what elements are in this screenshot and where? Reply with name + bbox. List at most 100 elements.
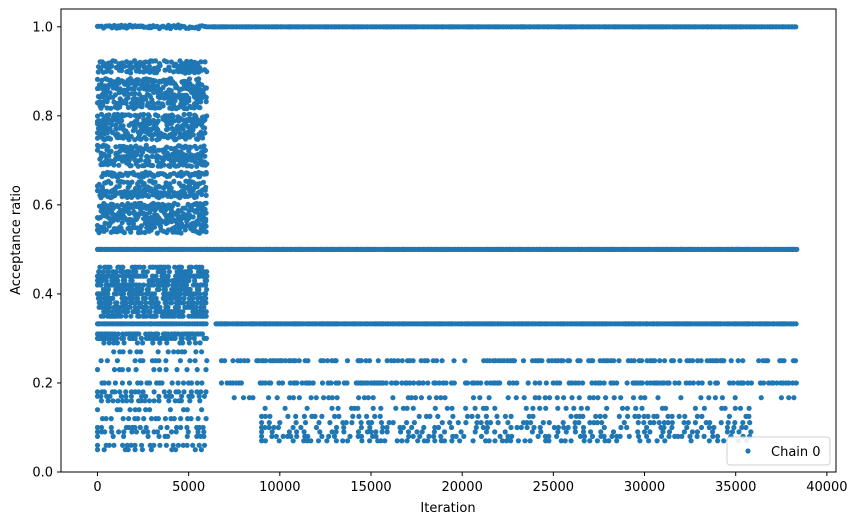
data-point bbox=[523, 405, 529, 411]
data-point bbox=[155, 67, 161, 73]
data-point bbox=[94, 433, 101, 439]
data-point bbox=[192, 340, 199, 346]
data-point bbox=[707, 420, 713, 426]
data-point bbox=[105, 291, 111, 297]
data-point bbox=[184, 424, 190, 431]
data-point bbox=[656, 420, 662, 426]
data-point bbox=[327, 420, 333, 426]
data-point bbox=[140, 358, 146, 364]
data-point bbox=[637, 438, 643, 444]
data-point bbox=[180, 117, 186, 123]
data-point bbox=[588, 429, 594, 435]
data-point bbox=[102, 429, 108, 435]
data-point bbox=[200, 135, 206, 141]
data-point bbox=[678, 395, 684, 401]
data-point bbox=[463, 405, 469, 411]
data-point bbox=[106, 380, 112, 386]
data-point bbox=[275, 424, 281, 431]
data-point bbox=[110, 295, 116, 301]
data-point bbox=[119, 172, 126, 179]
data-point bbox=[390, 420, 396, 426]
data-point bbox=[505, 395, 511, 401]
data-point bbox=[718, 420, 724, 426]
data-point bbox=[127, 113, 134, 119]
data-point bbox=[688, 438, 694, 444]
data-point bbox=[109, 122, 115, 128]
data-point bbox=[747, 420, 753, 426]
data-point bbox=[616, 413, 622, 419]
data-point bbox=[365, 395, 371, 401]
data-point bbox=[108, 148, 114, 154]
data-point bbox=[164, 59, 170, 65]
data-point bbox=[98, 282, 104, 288]
data-point bbox=[699, 380, 705, 386]
data-point bbox=[104, 130, 110, 136]
data-point bbox=[121, 230, 127, 236]
data-point bbox=[689, 429, 696, 435]
data-point bbox=[294, 429, 300, 435]
data-point bbox=[119, 367, 125, 373]
data-point bbox=[477, 395, 483, 401]
data-point bbox=[130, 64, 136, 70]
data-point bbox=[94, 147, 101, 153]
data-point bbox=[157, 340, 163, 346]
data-point bbox=[370, 405, 376, 411]
data-point bbox=[378, 405, 384, 411]
data-point bbox=[119, 380, 125, 386]
data-point bbox=[560, 358, 566, 364]
data-point bbox=[139, 447, 145, 453]
data-point bbox=[132, 358, 138, 364]
data-point bbox=[168, 429, 175, 435]
data-point bbox=[181, 171, 187, 177]
data-point bbox=[157, 367, 163, 373]
data-point bbox=[266, 420, 272, 426]
data-point bbox=[165, 273, 171, 279]
data-point bbox=[188, 416, 194, 422]
data-point bbox=[104, 120, 110, 126]
data-point bbox=[144, 172, 150, 178]
data-point bbox=[470, 438, 476, 444]
data-point bbox=[151, 367, 157, 373]
data-point bbox=[152, 58, 159, 64]
data-point bbox=[654, 413, 660, 419]
data-point bbox=[123, 313, 129, 319]
data-point bbox=[110, 398, 116, 404]
data-point bbox=[426, 433, 432, 439]
data-point bbox=[509, 433, 515, 439]
data-point bbox=[368, 429, 374, 435]
data-point bbox=[563, 405, 569, 411]
data-point bbox=[293, 420, 299, 426]
data-point bbox=[106, 153, 112, 159]
data-point bbox=[110, 205, 116, 212]
data-point bbox=[138, 129, 145, 135]
data-point bbox=[167, 407, 173, 413]
data-point bbox=[508, 424, 514, 431]
data-point bbox=[725, 420, 731, 426]
data-point bbox=[712, 395, 719, 401]
data-point bbox=[126, 210, 132, 216]
data-point bbox=[419, 429, 425, 435]
data-point bbox=[464, 380, 471, 386]
data-point bbox=[131, 171, 137, 177]
data-point bbox=[176, 389, 182, 395]
data-point bbox=[495, 420, 501, 426]
data-point bbox=[728, 358, 734, 364]
data-point bbox=[710, 433, 716, 439]
data-point bbox=[121, 179, 127, 185]
data-point bbox=[199, 349, 205, 355]
data-point bbox=[563, 429, 569, 435]
data-point bbox=[313, 424, 319, 431]
data-point bbox=[194, 367, 200, 373]
data-point bbox=[191, 105, 197, 111]
data-point bbox=[660, 429, 666, 435]
data-point bbox=[301, 413, 307, 419]
data-point bbox=[367, 438, 373, 444]
data-point bbox=[305, 433, 311, 439]
data-point bbox=[169, 300, 175, 306]
data-point bbox=[344, 380, 350, 386]
data-point bbox=[555, 424, 562, 431]
data-point bbox=[662, 358, 668, 364]
data-point bbox=[317, 429, 323, 435]
data-point bbox=[156, 286, 162, 293]
data-point bbox=[187, 286, 193, 293]
